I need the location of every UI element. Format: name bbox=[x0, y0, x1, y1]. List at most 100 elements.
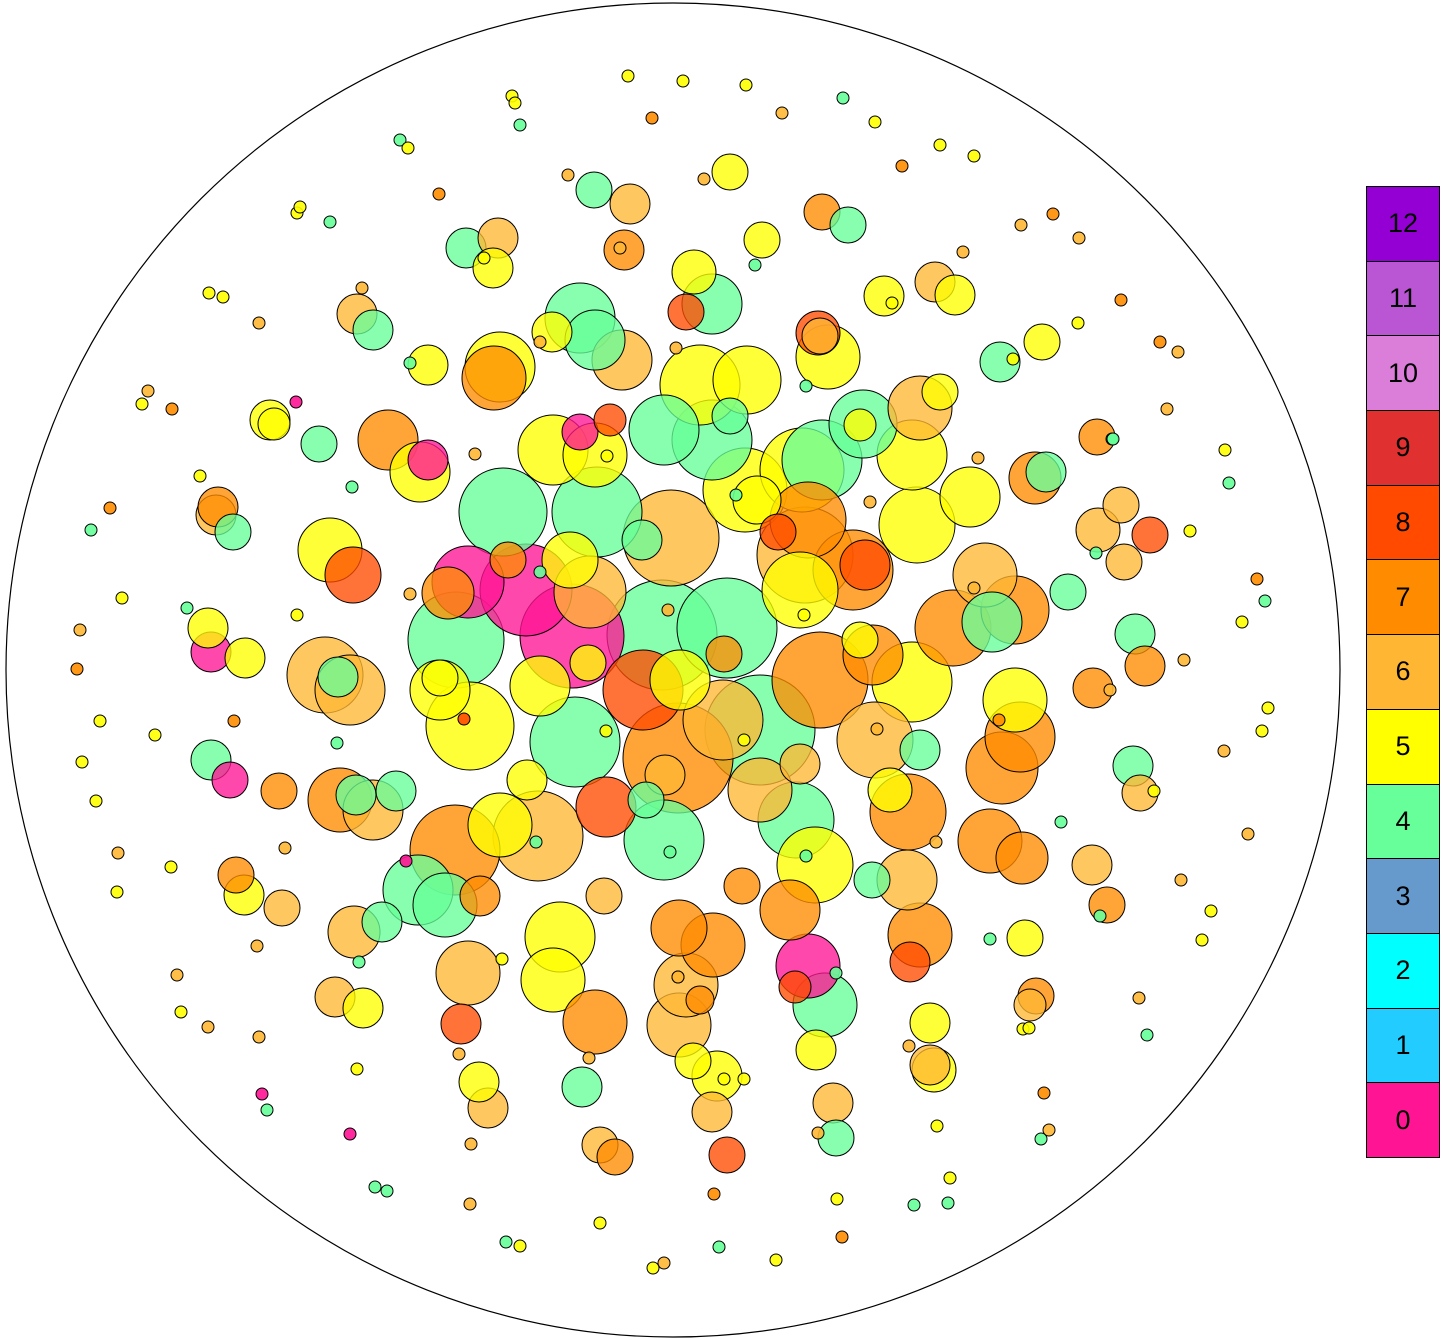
bubble-class-7 bbox=[685, 985, 715, 1015]
bubble-class-5 bbox=[743, 221, 781, 259]
bubble-class-4 bbox=[676, 577, 778, 679]
bubble-class-6 bbox=[582, 1051, 596, 1065]
bubble-class-4 bbox=[330, 736, 344, 750]
bubble-class-6 bbox=[909, 1044, 951, 1086]
bubble-class-6 bbox=[111, 846, 125, 860]
bubble-class-4 bbox=[983, 932, 997, 946]
legend-swatch-3: 3 bbox=[1367, 859, 1439, 934]
bubble-class-4 bbox=[712, 1240, 726, 1254]
bubble-class-5 bbox=[1147, 784, 1161, 798]
bubble-class-7 bbox=[459, 875, 501, 917]
bubble-class-6 bbox=[73, 623, 87, 637]
boundary-circle bbox=[5, 2, 1341, 1338]
bubble-class-5 bbox=[495, 952, 509, 966]
bubble-class-5 bbox=[541, 531, 599, 589]
bubble-class-4 bbox=[711, 397, 749, 435]
bubble-class-5 bbox=[1255, 724, 1269, 738]
bubble-class-6 bbox=[1177, 653, 1191, 667]
bubble-class-5 bbox=[193, 469, 207, 483]
bubble-class-0 bbox=[343, 1127, 357, 1141]
bubble-class-5 bbox=[513, 1239, 527, 1253]
bubble-class-6 bbox=[956, 245, 970, 259]
bubble-class-6 bbox=[561, 168, 575, 182]
bubble-class-5 bbox=[93, 714, 107, 728]
bubble-class-5 bbox=[921, 373, 959, 411]
bubble-class-7 bbox=[227, 714, 241, 728]
bubble-class-6 bbox=[1013, 988, 1047, 1022]
bubble-class-8 bbox=[778, 970, 812, 1004]
bubble-class-6 bbox=[779, 743, 821, 785]
bubble-class-5 bbox=[1235, 615, 1249, 629]
bubble-class-5 bbox=[830, 1192, 844, 1206]
bubble-class-8 bbox=[1131, 516, 1169, 554]
bubble-class-4 bbox=[1089, 546, 1103, 560]
bubble-class-4 bbox=[513, 118, 527, 132]
bubble-class-0 bbox=[399, 854, 413, 868]
bubble-class-5 bbox=[939, 466, 1001, 528]
bubble-class-4 bbox=[941, 1196, 955, 1210]
bubble-class-5 bbox=[477, 251, 491, 265]
bubble-class-5 bbox=[674, 1042, 712, 1080]
bubble-class-5 bbox=[621, 69, 635, 83]
bubble-class-4 bbox=[627, 781, 665, 819]
bubble-class-5 bbox=[934, 274, 976, 316]
bubble-class-7 bbox=[895, 159, 909, 173]
bubble-class-4 bbox=[575, 171, 613, 209]
legend-swatch-1: 1 bbox=[1367, 1008, 1439, 1084]
bubble-class-4 bbox=[829, 206, 867, 244]
legend-swatch-2: 2 bbox=[1367, 933, 1439, 1009]
bubble-class-6 bbox=[201, 1020, 215, 1034]
bubble-class-5 bbox=[1195, 933, 1209, 947]
bubble-class-0 bbox=[289, 395, 303, 409]
bubble-class-5 bbox=[933, 138, 947, 152]
bubble-class-5 bbox=[520, 947, 586, 1013]
bubble-class-5 bbox=[1204, 904, 1218, 918]
bubble-class-6 bbox=[863, 495, 877, 509]
bubble-class-6 bbox=[1174, 873, 1188, 887]
legend-swatch-10: 10 bbox=[1367, 336, 1439, 412]
bubble-class-4 bbox=[1222, 476, 1236, 490]
bubble-class-5 bbox=[569, 644, 607, 682]
bubble-class-7 bbox=[1153, 335, 1167, 349]
bubble-class-5 bbox=[115, 591, 129, 605]
bubble-class-6 bbox=[691, 1091, 733, 1133]
bubble-class-6 bbox=[836, 701, 914, 779]
bubble-class-6 bbox=[403, 587, 417, 601]
bubble-class-4 bbox=[529, 835, 543, 849]
bubble-class-6 bbox=[609, 183, 651, 225]
bubble-class-7 bbox=[562, 989, 628, 1055]
circle-packing-diagram bbox=[5, 2, 1341, 1338]
bubble-class-8 bbox=[593, 403, 627, 437]
bubble-class-6 bbox=[669, 341, 683, 355]
bubble-class-7 bbox=[432, 187, 446, 201]
bubble-class-6 bbox=[1102, 486, 1140, 524]
bubble-class-6 bbox=[1241, 827, 1255, 841]
bubble-class-6 bbox=[967, 581, 981, 595]
bubble-class-4 bbox=[1106, 432, 1120, 446]
bubble-class-6 bbox=[811, 1126, 825, 1140]
bubble-class-5 bbox=[187, 607, 229, 649]
bubble-class-6 bbox=[252, 316, 266, 330]
bubble-class-5 bbox=[342, 987, 384, 1029]
bubble-class-5 bbox=[509, 655, 571, 717]
legend-swatch-9: 9 bbox=[1367, 411, 1439, 486]
bubble-class-6 bbox=[671, 970, 685, 984]
bubble-class-6 bbox=[902, 1039, 916, 1053]
bubble-class-5 bbox=[795, 1029, 837, 1071]
bubble-class-6 bbox=[252, 1030, 266, 1044]
bubble-class-7 bbox=[421, 566, 475, 620]
bubble-class-5 bbox=[930, 1119, 944, 1133]
bubble-class-4 bbox=[799, 849, 813, 863]
bubble-class-5 bbox=[290, 608, 304, 622]
bubble-class-7 bbox=[759, 879, 821, 941]
bubble-class-6 bbox=[971, 451, 985, 465]
bubble-class-4 bbox=[836, 91, 850, 105]
bubble-class-6 bbox=[661, 603, 675, 617]
bubble-class-0 bbox=[211, 761, 249, 799]
bubble-class-5 bbox=[797, 608, 811, 622]
bubble-class-5 bbox=[1218, 443, 1232, 457]
bubble-class-5 bbox=[467, 792, 533, 858]
bubble-class-4 bbox=[1140, 1028, 1154, 1042]
bubble-class-6 bbox=[1103, 683, 1117, 697]
bubble-class-6 bbox=[1072, 231, 1086, 245]
